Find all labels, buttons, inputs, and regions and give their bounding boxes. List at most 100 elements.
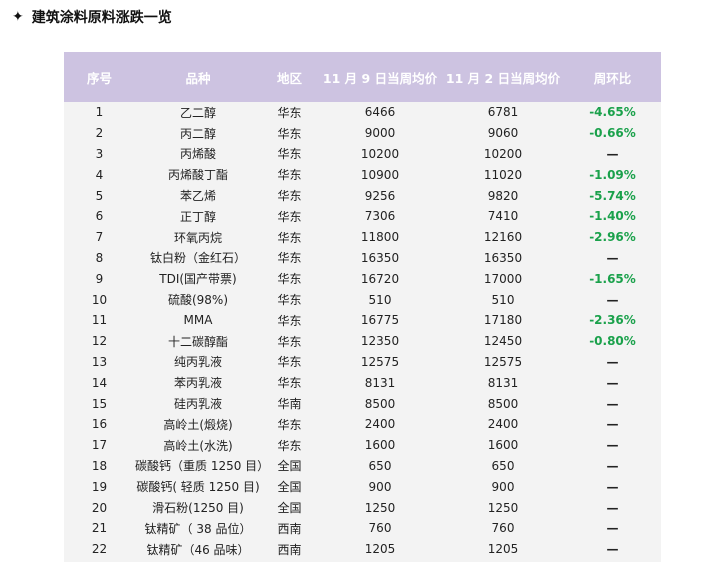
cell-nov9-price: 6466 bbox=[364, 105, 396, 120]
table-row: 3 丙烯酸 华东 10200 10200 — bbox=[64, 144, 661, 165]
cell-region: 华东 bbox=[277, 126, 302, 141]
cell-week-change: — bbox=[606, 354, 619, 369]
cell-name: 高岭土(煅烧) bbox=[163, 417, 233, 432]
cell-week-change: — bbox=[606, 542, 619, 557]
cell-nov2-price: 12575 bbox=[483, 354, 523, 369]
cell-week-change: — bbox=[606, 521, 619, 536]
cell-week-change: — bbox=[606, 479, 619, 494]
cell-region: 华东 bbox=[277, 189, 302, 204]
cell-week-change: -2.96% bbox=[589, 230, 636, 245]
cell-nov2-price: 10200 bbox=[483, 146, 523, 161]
cell-nov2-price: 16350 bbox=[483, 250, 523, 265]
cell-region: 西南 bbox=[277, 542, 302, 557]
cell-no: 16 bbox=[91, 417, 108, 432]
cell-name: 碳酸钙（重质 1250 目） bbox=[135, 459, 270, 474]
cell-week-change: — bbox=[606, 458, 619, 473]
cell-week-change: — bbox=[606, 500, 619, 515]
cell-name: 苯乙烯 bbox=[179, 189, 216, 204]
cell-no: 11 bbox=[91, 313, 108, 328]
cell-no: 1 bbox=[95, 105, 104, 120]
cell-week-change: — bbox=[606, 250, 619, 265]
cell-name: 十二碳醇酯 bbox=[167, 334, 228, 349]
cell-nov2-price: 8500 bbox=[487, 396, 519, 411]
table-row: 9 TDI(国产带票) 华东 16720 17000 -1.65% bbox=[64, 268, 661, 289]
table-row: 7 环氧丙烷 华东 11800 12160 -2.96% bbox=[64, 227, 661, 248]
page-title-text: 建筑涂料原料涨跌一览 bbox=[31, 10, 172, 26]
table-header-row: 序号 品种 地区 11 月 9 日当周均价 11 月 2 日当周均价 周环比 bbox=[64, 52, 661, 102]
cell-nov9-price: 650 bbox=[368, 458, 392, 473]
cell-week-change: -4.65% bbox=[589, 105, 636, 120]
cell-region: 全国 bbox=[277, 480, 302, 495]
table-row: 16 高岭土(煅烧) 华东 2400 2400 — bbox=[64, 414, 661, 435]
cell-no: 20 bbox=[91, 500, 108, 515]
cell-no: 19 bbox=[91, 479, 108, 494]
cell-no: 3 bbox=[95, 146, 104, 161]
cell-week-change: — bbox=[606, 292, 619, 307]
table-row: 8 钛白粉（金红石） 华东 16350 16350 — bbox=[64, 248, 661, 269]
cell-nov2-price: 12160 bbox=[483, 230, 523, 245]
cell-week-change: -0.80% bbox=[589, 334, 636, 349]
cell-nov9-price: 2400 bbox=[364, 417, 396, 432]
price-table: 序号 品种 地区 11 月 9 日当周均价 11 月 2 日当周均价 周环比 1… bbox=[64, 52, 661, 560]
cell-region: 华东 bbox=[277, 438, 302, 453]
cell-nov2-price: 11020 bbox=[483, 167, 523, 182]
cell-week-change: -1.40% bbox=[589, 209, 636, 224]
cell-nov2-price: 2400 bbox=[487, 417, 519, 432]
cell-name: 苯丙乳液 bbox=[173, 376, 222, 391]
table-row: 5 苯乙烯 华东 9256 9820 -5.74% bbox=[64, 185, 661, 206]
cell-name: 丙烯酸丁酯 bbox=[167, 168, 228, 183]
cell-week-change: — bbox=[606, 396, 619, 411]
cell-no: 13 bbox=[91, 354, 108, 369]
cell-no: 22 bbox=[91, 542, 108, 557]
cell-nov9-price: 9000 bbox=[364, 126, 396, 141]
table-row: 22 钛精矿（46 品味） 西南 1205 1205 — bbox=[64, 539, 661, 560]
cell-no: 15 bbox=[91, 396, 108, 411]
cell-week-change: — bbox=[606, 375, 619, 390]
cell-region: 华东 bbox=[277, 105, 302, 120]
cell-region: 华东 bbox=[277, 147, 302, 162]
cell-no: 5 bbox=[95, 188, 104, 203]
cell-region: 华东 bbox=[277, 376, 302, 391]
header-region: 地区 bbox=[276, 70, 302, 86]
cell-nov2-price: 17000 bbox=[483, 271, 523, 286]
page-title: ✦ 建筑涂料原料涨跌一览 bbox=[12, 6, 172, 28]
header-name: 品种 bbox=[185, 70, 211, 86]
cell-nov9-price: 1600 bbox=[364, 438, 396, 453]
cell-region: 华东 bbox=[277, 272, 302, 287]
cell-region: 华东 bbox=[277, 355, 302, 370]
cell-nov2-price: 9060 bbox=[487, 126, 519, 141]
table-row: 14 苯丙乳液 华东 8131 8131 — bbox=[64, 372, 661, 393]
cell-week-change: — bbox=[606, 438, 619, 453]
header-no: 序号 bbox=[86, 70, 112, 86]
cell-region: 华东 bbox=[277, 417, 302, 432]
cell-region: 全国 bbox=[277, 501, 302, 516]
header-nov2-price: 11 月 2 日当周均价 bbox=[445, 70, 561, 86]
cell-no: 2 bbox=[95, 126, 104, 141]
cell-nov9-price: 12350 bbox=[360, 334, 400, 349]
cell-region: 华东 bbox=[277, 313, 302, 328]
cell-region: 华东 bbox=[277, 209, 302, 224]
cell-week-change: -0.66% bbox=[589, 126, 636, 141]
table-row: 18 碳酸钙（重质 1250 目） 全国 650 650 — bbox=[64, 456, 661, 477]
cell-nov9-price: 10200 bbox=[360, 146, 400, 161]
cell-nov9-price: 12575 bbox=[360, 354, 400, 369]
cell-nov2-price: 17180 bbox=[483, 313, 523, 328]
cell-week-change: -5.74% bbox=[589, 188, 636, 203]
cell-nov2-price: 6781 bbox=[487, 105, 519, 120]
cell-region: 华东 bbox=[277, 230, 302, 245]
cell-name: MMA bbox=[183, 313, 213, 328]
cell-name: 滑石粉(1250 目) bbox=[152, 501, 244, 516]
cell-name: TDI(国产带票) bbox=[159, 272, 237, 287]
cell-nov2-price: 760 bbox=[491, 521, 515, 536]
cell-region: 全国 bbox=[277, 459, 302, 474]
price-table-container: 序号 品种 地区 11 月 9 日当周均价 11 月 2 日当周均价 周环比 1… bbox=[64, 52, 661, 562]
star-4pt-icon: ✦ bbox=[12, 9, 24, 25]
cell-nov2-price: 650 bbox=[491, 458, 515, 473]
cell-name: 纯丙乳液 bbox=[173, 355, 222, 370]
cell-name: 钛精矿（ 38 品位） bbox=[144, 521, 252, 536]
cell-name: 高岭土(水洗) bbox=[163, 438, 233, 453]
cell-name: 硅丙乳液 bbox=[173, 397, 222, 412]
table-row: 17 高岭土(水洗) 华东 1600 1600 — bbox=[64, 435, 661, 456]
cell-nov9-price: 760 bbox=[368, 521, 392, 536]
cell-region: 华东 bbox=[277, 334, 302, 349]
